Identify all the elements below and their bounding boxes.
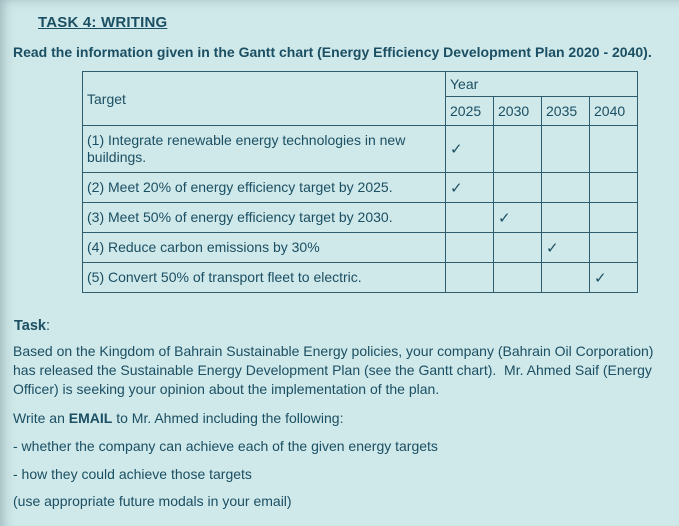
check-cell-2040 — [588, 172, 639, 203]
gantt-chart-table: Target Year 2025 2030 2035 2040 (1) Inte… — [82, 71, 639, 293]
target-cell: (3) Meet 50% of energy efficiency target… — [82, 202, 446, 233]
table-header-row-2: 2025 2030 2035 2040 — [83, 96, 639, 126]
check-cell-2035 — [541, 125, 590, 173]
check-cell-2030: ✓ — [493, 202, 542, 233]
check-cell-2025 — [445, 232, 494, 263]
check-cell-2025 — [445, 262, 494, 293]
target-cell: (2) Meet 20% of energy efficiency target… — [82, 172, 446, 203]
year-header-2030: 2030 — [493, 96, 542, 126]
table-row: (3) Meet 50% of energy efficiency target… — [82, 202, 639, 233]
write-emphasis: EMAIL — [68, 410, 113, 426]
check-cell-2040 — [588, 202, 639, 233]
check-cell-2035: ✓ — [541, 232, 590, 263]
target-cell: (5) Convert 50% of transport fleet to el… — [82, 262, 446, 293]
write-instruction: Write an EMAIL to Mr. Ahmed including th… — [13, 409, 667, 428]
target-cell: (4) Reduce carbon emissions by 30% — [82, 232, 446, 263]
bullet-achieve-targets: - whether the company can achieve each o… — [13, 438, 438, 454]
check-cell-2030 — [493, 172, 542, 203]
task-description: Based on the Kingdom of Bahrain Sustaina… — [13, 343, 654, 397]
check-cell-2025 — [445, 202, 494, 233]
table-row: (5) Convert 50% of transport fleet to el… — [82, 262, 639, 293]
intro-text: Read the information given in the Gantt … — [13, 44, 652, 60]
check-cell-2040 — [588, 232, 639, 263]
target-column-header: Target — [82, 71, 446, 126]
write-suffix: to Mr. Ahmed including the following: — [112, 410, 344, 426]
task-label-word: Task — [14, 318, 46, 334]
check-cell-2040: ✓ — [588, 262, 639, 293]
target-cell: (1) Integrate renewable energy technolog… — [82, 125, 446, 173]
year-header-2025: 2025 — [445, 96, 494, 126]
check-cell-2030 — [493, 125, 542, 173]
write-prefix: Write an — [13, 410, 69, 426]
year-header-2035: 2035 — [541, 96, 590, 126]
check-cell-2025: ✓ — [445, 125, 494, 173]
check-cell-2040 — [588, 125, 639, 173]
task-label: Task: — [14, 318, 679, 334]
table-header-row-1: Target Year — [82, 71, 639, 126]
table-row: (1) Integrate renewable energy technolog… — [82, 125, 639, 173]
year-group-header: Year — [444, 71, 639, 97]
task-label-colon: : — [45, 318, 51, 334]
year-header-2040: 2040 — [588, 96, 639, 126]
task-title: TASK 4: WRITING — [38, 14, 168, 31]
check-cell-2035 — [541, 202, 590, 233]
check-cell-2035 — [541, 172, 590, 203]
future-modals-note: (use appropriate future modals in your e… — [13, 493, 292, 509]
check-cell-2035 — [541, 262, 590, 293]
table-row: (4) Reduce carbon emissions by 30% ✓ — [82, 232, 639, 263]
table-row: (2) Meet 20% of energy efficiency target… — [82, 172, 639, 203]
check-cell-2025: ✓ — [445, 172, 494, 203]
bullet-how-achieve: - how they could achieve those targets — [13, 466, 252, 482]
check-cell-2030 — [493, 232, 542, 263]
check-cell-2030 — [493, 262, 542, 293]
